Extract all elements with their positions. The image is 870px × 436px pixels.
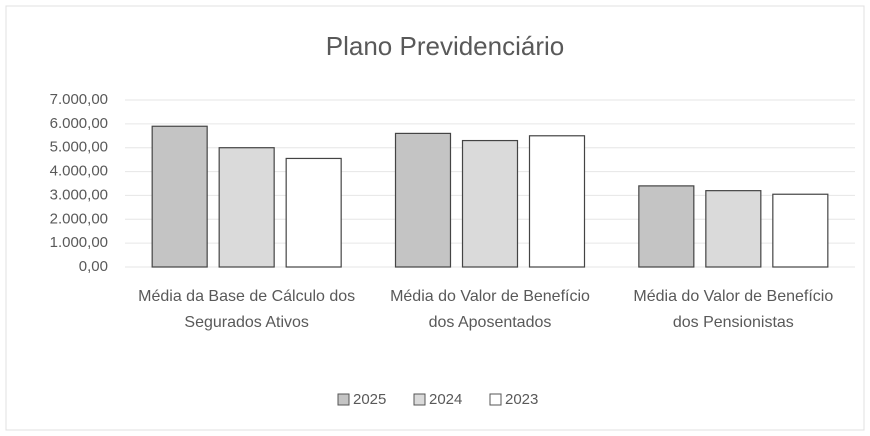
y-tick-label: 5.000,00 bbox=[50, 139, 108, 156]
y-tick-label: 1.000,00 bbox=[50, 234, 108, 251]
bar bbox=[705, 190, 762, 268]
bar bbox=[528, 135, 586, 268]
bar bbox=[285, 157, 342, 268]
y-tick-label: 0,00 bbox=[79, 258, 108, 275]
chart-title: Plano Previdenciário bbox=[326, 31, 564, 61]
y-tick-label: 4.000,00 bbox=[50, 163, 108, 180]
bar bbox=[394, 132, 452, 268]
bar bbox=[638, 185, 695, 268]
legend-swatch bbox=[337, 393, 350, 406]
legend-label: 2024 bbox=[429, 391, 462, 408]
y-tick-label: 6.000,00 bbox=[50, 115, 108, 132]
legend-label: 2025 bbox=[353, 391, 386, 408]
x-tick-label: Média da Base de Cálculo dos Segurados A… bbox=[138, 288, 356, 331]
legend-swatch bbox=[413, 393, 426, 406]
x-tick-label: Média do Valor de Benefício dos Pensioni… bbox=[633, 288, 834, 331]
bar bbox=[218, 147, 275, 268]
legend-label: 2023 bbox=[505, 391, 538, 408]
y-tick-label: 7.000,00 bbox=[50, 91, 108, 108]
bar bbox=[461, 139, 519, 268]
y-tick-label: 2.000,00 bbox=[50, 210, 108, 227]
chart-border bbox=[5, 5, 865, 431]
bar bbox=[772, 193, 829, 268]
bar bbox=[151, 125, 208, 268]
x-tick-label: Média do Valor de Benefício dos Aposenta… bbox=[390, 288, 590, 331]
y-tick-label: 3.000,00 bbox=[50, 186, 108, 203]
legend-swatch bbox=[489, 393, 502, 406]
